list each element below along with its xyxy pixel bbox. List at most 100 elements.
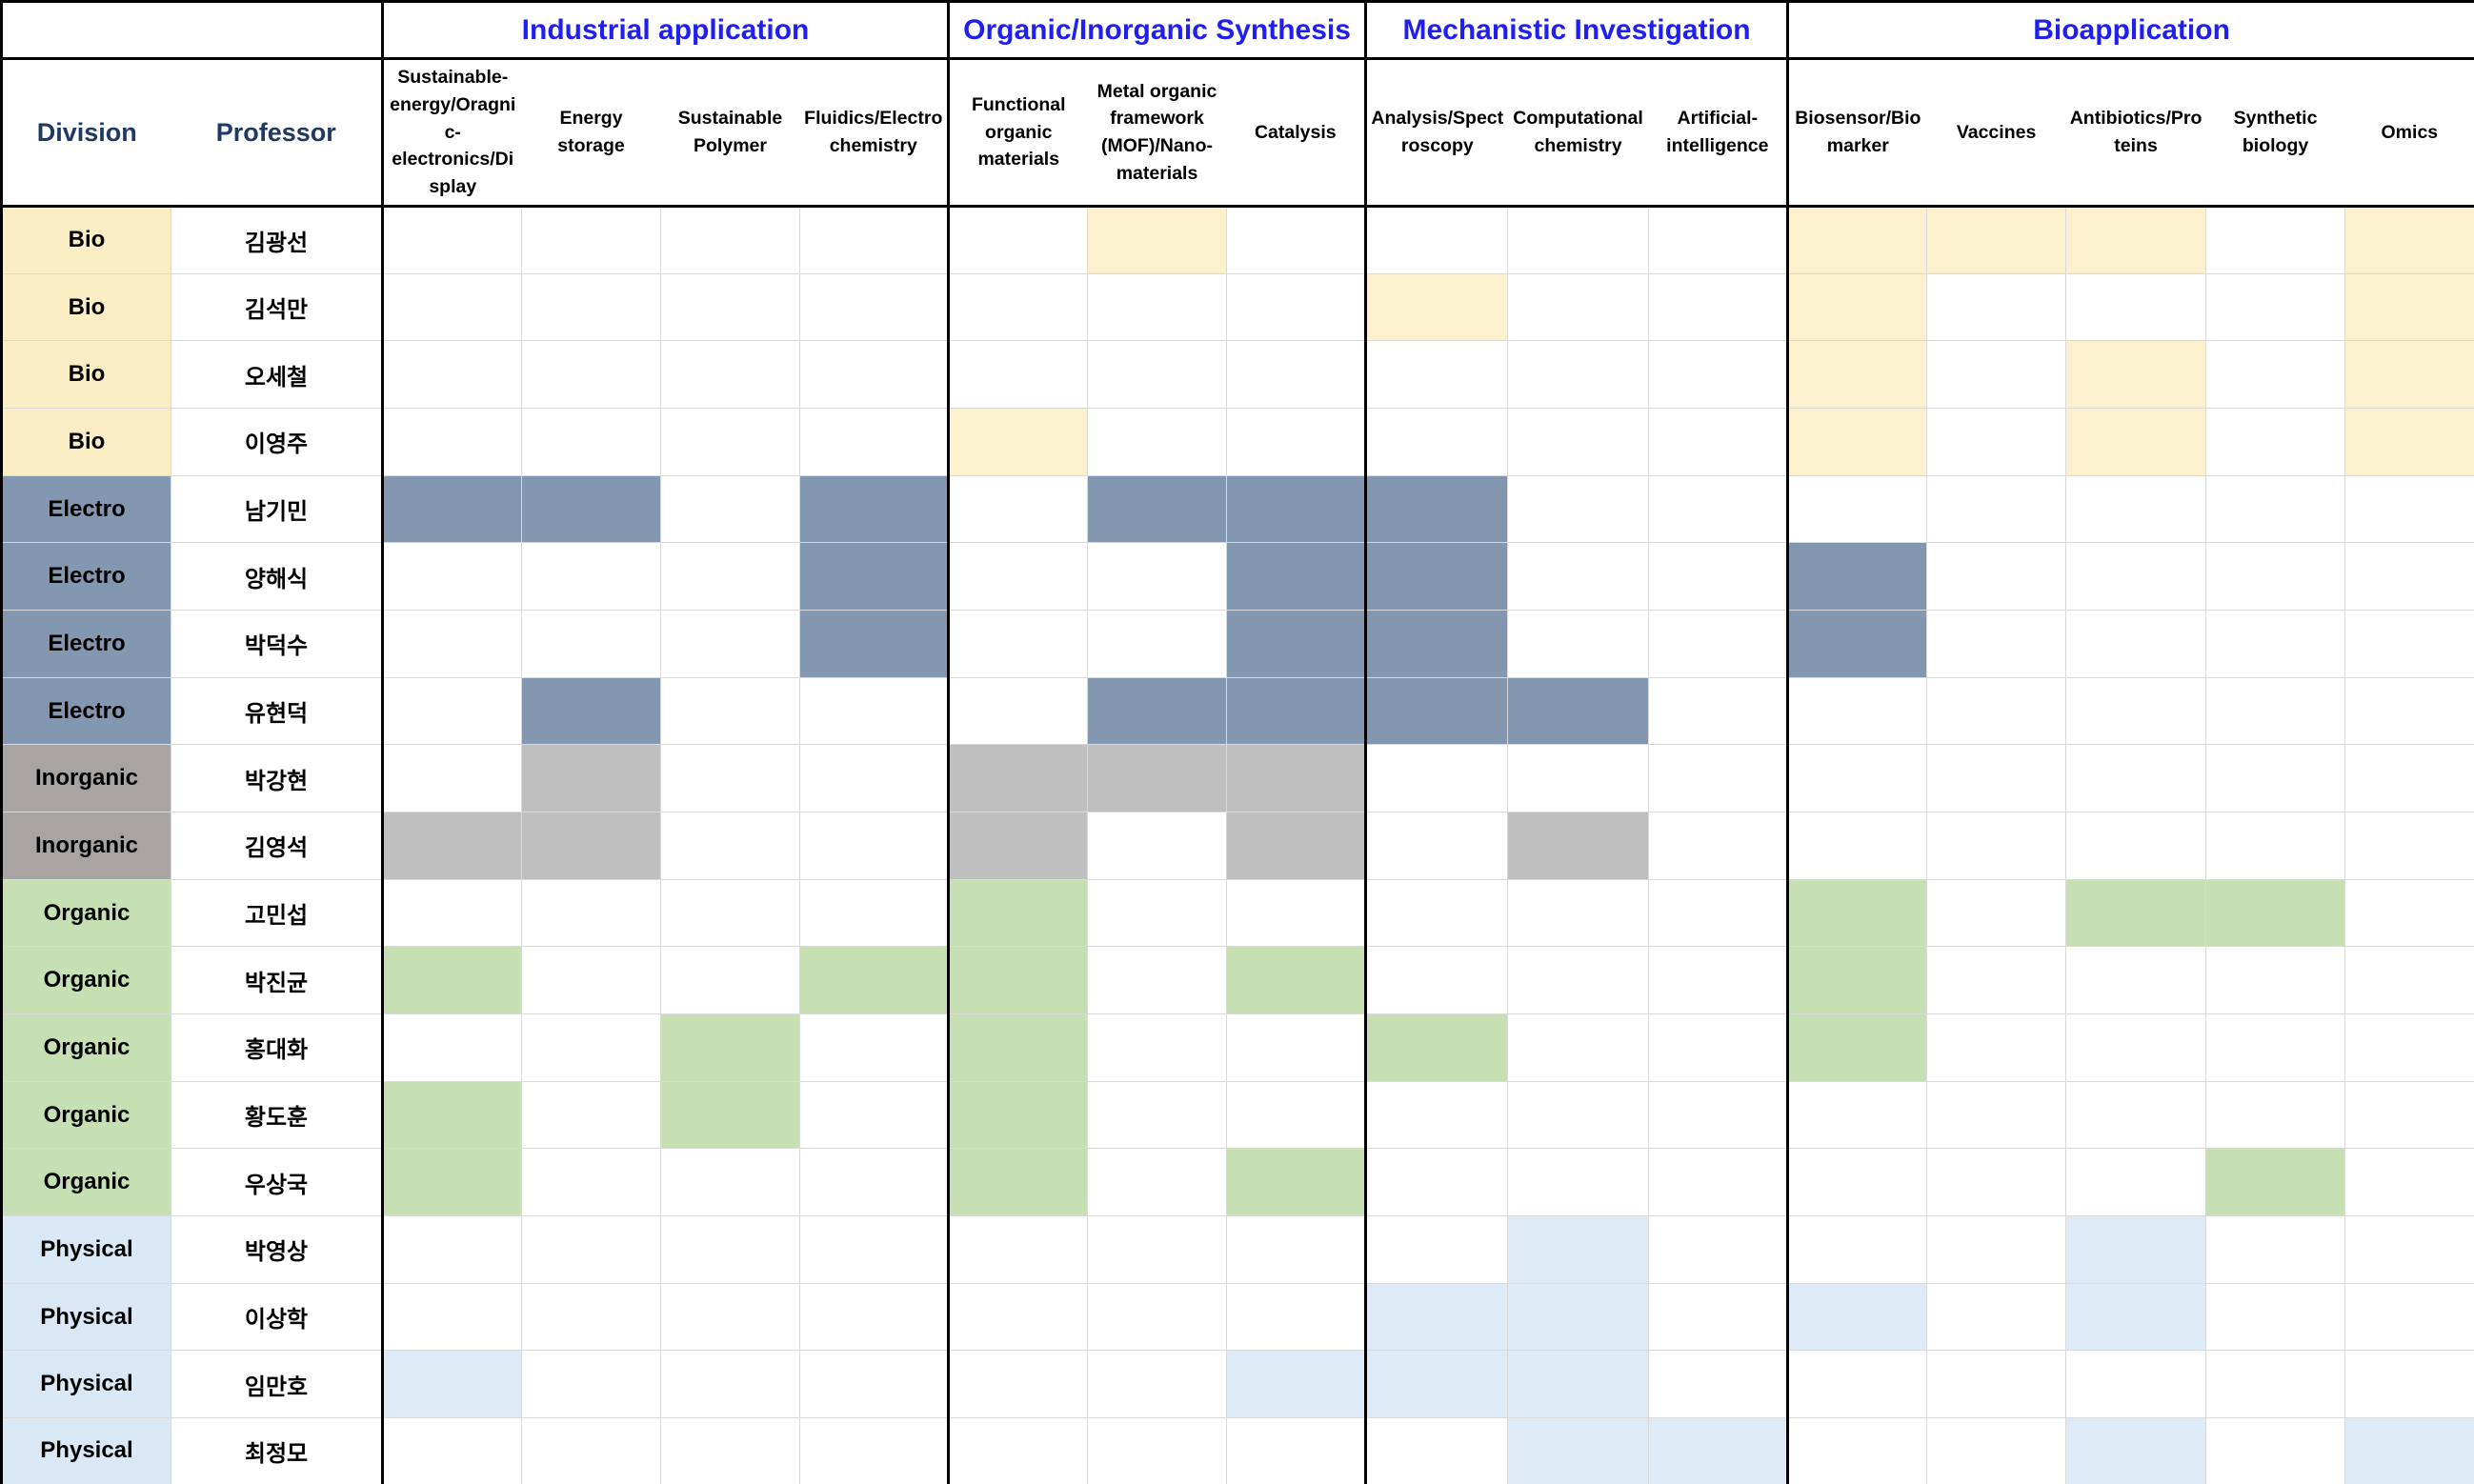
empty-cell-antibiotics-proteins [2065, 474, 2207, 544]
marked-cell-computational-chemistry [1507, 676, 1650, 746]
marked-cell-analysis-spectroscopy [1364, 272, 1509, 342]
empty-cell-catalysis [1226, 1215, 1367, 1284]
empty-cell-computational-chemistry [1507, 542, 1650, 612]
marked-cell-catalysis [1226, 542, 1367, 612]
column-header-vaccines: Vaccines [1926, 58, 2066, 208]
empty-cell-biosensor-biomarker [1786, 1215, 1928, 1284]
empty-cell-omics [2344, 1282, 2474, 1352]
empty-cell-energy-storage [521, 340, 661, 410]
empty-cell-synthetic-biology [2205, 206, 2346, 274]
professor-row-physical-18: Physical 최정모 [1, 1417, 2474, 1484]
empty-cell-synthetic-biology [2205, 1080, 2346, 1150]
empty-cell-artificial-intelligence [1648, 676, 1789, 746]
empty-cell-sustainable-energy-oragnic-electronics-display [381, 878, 522, 948]
column-header-fluidics-electrochemistry: Fluidics/Electrochemistry [799, 58, 949, 208]
division-cell: Electro [1, 474, 171, 544]
empty-cell-sustainable-polymer [660, 610, 800, 678]
division-cell: Physical [1, 1417, 171, 1484]
empty-cell-metal-organic-framework-mof-nano-materials [1087, 340, 1228, 410]
division-cell: Inorganic [1, 812, 171, 880]
division-cell: Organic [1, 1148, 171, 1217]
empty-cell-synthetic-biology [2205, 946, 2346, 1015]
marked-cell-functional-organic-materials [947, 946, 1089, 1015]
marked-cell-metal-organic-framework-mof-nano-materials [1087, 744, 1228, 813]
professor-row-organic-14: Organic 우상국 [1, 1148, 2474, 1217]
marked-cell-antibiotics-proteins [2065, 408, 2207, 476]
column-header-biosensor-biomarker: Biosensor/Biomarker [1786, 58, 1927, 208]
marked-cell-antibiotics-proteins [2065, 206, 2207, 274]
empty-cell-sustainable-energy-oragnic-electronics-display [381, 744, 522, 813]
marked-cell-analysis-spectroscopy [1364, 676, 1509, 746]
empty-cell-synthetic-biology [2205, 1350, 2346, 1419]
marked-cell-analysis-spectroscopy [1364, 1282, 1509, 1352]
empty-cell-sustainable-polymer [660, 1350, 800, 1419]
empty-cell-metal-organic-framework-mof-nano-materials [1087, 1013, 1228, 1082]
empty-cell-artificial-intelligence [1648, 1215, 1789, 1284]
division-cell: Inorganic [1, 744, 171, 813]
professor-cell: 이영주 [171, 408, 383, 476]
marked-cell-biosensor-biomarker [1786, 1282, 1928, 1352]
empty-cell-vaccines [1926, 474, 2067, 544]
empty-cell-sustainable-polymer [660, 272, 800, 342]
empty-cell-antibiotics-proteins [2065, 610, 2207, 678]
marked-cell-omics [2344, 206, 2474, 274]
empty-cell-synthetic-biology [2205, 408, 2346, 476]
empty-cell-antibiotics-proteins [2065, 542, 2207, 612]
division-cell: Organic [1, 1013, 171, 1082]
marked-cell-biosensor-biomarker [1786, 878, 1928, 948]
marked-cell-biosensor-biomarker [1786, 1013, 1928, 1082]
marked-cell-functional-organic-materials [947, 878, 1089, 948]
empty-cell-fluidics-electrochemistry [798, 272, 950, 342]
professor-row-physical-17: Physical 임만호 [1, 1350, 2474, 1419]
corner-cell [1, 1, 383, 60]
empty-cell-energy-storage [521, 1148, 661, 1217]
professor-cell: 박강현 [171, 744, 383, 813]
column-header-computational-chemistry: Computational chemistry [1507, 58, 1649, 208]
professor-row-organic-12: Organic 홍대화 [1, 1013, 2474, 1082]
division-cell: Organic [1, 1080, 171, 1150]
marked-cell-biosensor-biomarker [1786, 408, 1928, 476]
empty-cell-energy-storage [521, 610, 661, 678]
empty-cell-sustainable-energy-oragnic-electronics-display [381, 676, 522, 746]
marked-cell-antibiotics-proteins [2065, 1282, 2207, 1352]
marked-cell-functional-organic-materials [947, 1148, 1089, 1217]
empty-cell-catalysis [1226, 272, 1367, 342]
empty-cell-computational-chemistry [1507, 1013, 1650, 1082]
column-header-metal-organic-framework-mof-nano-materials: Metal organic framework (MOF)/Nano-mater… [1087, 58, 1227, 208]
empty-cell-catalysis [1226, 408, 1367, 476]
empty-cell-functional-organic-materials [947, 1417, 1089, 1484]
marked-cell-biosensor-biomarker [1786, 946, 1928, 1015]
empty-cell-omics [2344, 1148, 2474, 1217]
marked-cell-metal-organic-framework-mof-nano-materials [1087, 676, 1228, 746]
empty-cell-computational-chemistry [1507, 340, 1650, 410]
empty-cell-energy-storage [521, 878, 661, 948]
empty-cell-antibiotics-proteins [2065, 946, 2207, 1015]
empty-cell-sustainable-energy-oragnic-electronics-display [381, 1215, 522, 1284]
professor-cell: 황도훈 [171, 1080, 383, 1150]
empty-cell-synthetic-biology [2205, 1282, 2346, 1352]
marked-cell-antibiotics-proteins [2065, 878, 2207, 948]
empty-cell-metal-organic-framework-mof-nano-materials [1087, 1350, 1228, 1419]
marked-cell-functional-organic-materials [947, 744, 1089, 813]
professor-row-organic-11: Organic 박진균 [1, 946, 2474, 1015]
empty-cell-energy-storage [521, 206, 661, 274]
marked-cell-omics [2344, 1417, 2474, 1484]
marked-cell-functional-organic-materials [947, 408, 1089, 476]
marked-cell-synthetic-biology [2205, 878, 2346, 948]
empty-cell-fluidics-electrochemistry [798, 1215, 950, 1284]
empty-cell-metal-organic-framework-mof-nano-materials [1087, 946, 1228, 1015]
empty-cell-sustainable-energy-oragnic-electronics-display [381, 610, 522, 678]
empty-cell-functional-organic-materials [947, 676, 1089, 746]
group-header-organic-inorganic-synthesis: Organic/Inorganic Synthesis [947, 1, 1366, 60]
empty-cell-fluidics-electrochemistry [798, 1080, 950, 1150]
empty-cell-vaccines [1926, 542, 2067, 612]
column-header-catalysis: Catalysis [1226, 58, 1366, 208]
empty-cell-catalysis [1226, 1013, 1367, 1082]
empty-cell-metal-organic-framework-mof-nano-materials [1087, 1282, 1228, 1352]
column-header-synthetic-biology: Synthetic biology [2205, 58, 2345, 208]
marked-cell-sustainable-polymer [660, 1013, 800, 1082]
empty-cell-sustainable-polymer [660, 1282, 800, 1352]
empty-cell-computational-chemistry [1507, 272, 1650, 342]
marked-cell-catalysis [1226, 946, 1367, 1015]
